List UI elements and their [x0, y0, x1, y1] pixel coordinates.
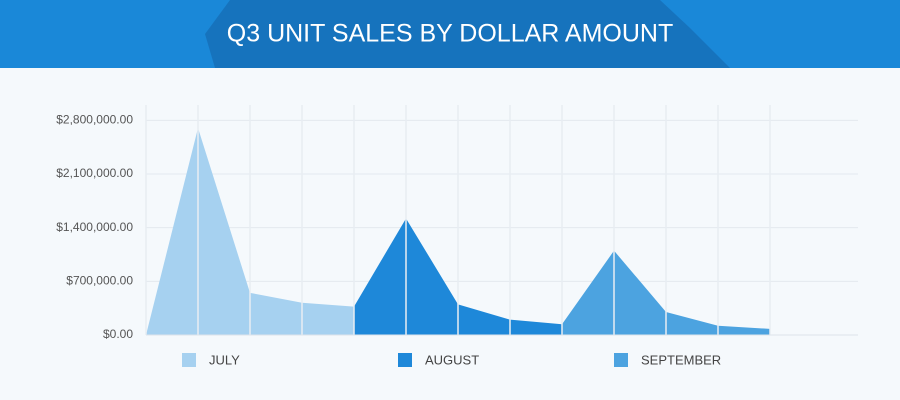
chart-title: Q3 UNIT SALES BY DOLLAR AMOUNT: [227, 20, 673, 48]
y-tick-label: $2,100,000.00: [56, 166, 133, 180]
legend-swatch: [398, 353, 412, 367]
y-tick-label: $0.00: [103, 327, 133, 341]
legend-label: JULY: [209, 352, 240, 367]
y-tick-label: $2,800,000.00: [56, 113, 133, 127]
header-shadow: [205, 0, 730, 68]
legend-swatch: [614, 353, 628, 367]
legend-label: AUGUST: [425, 352, 479, 367]
legend-swatch: [182, 353, 196, 367]
legend-label: SEPTEMBER: [641, 352, 721, 367]
y-tick-label: $700,000.00: [66, 274, 133, 288]
y-tick-label: $1,400,000.00: [56, 220, 133, 234]
